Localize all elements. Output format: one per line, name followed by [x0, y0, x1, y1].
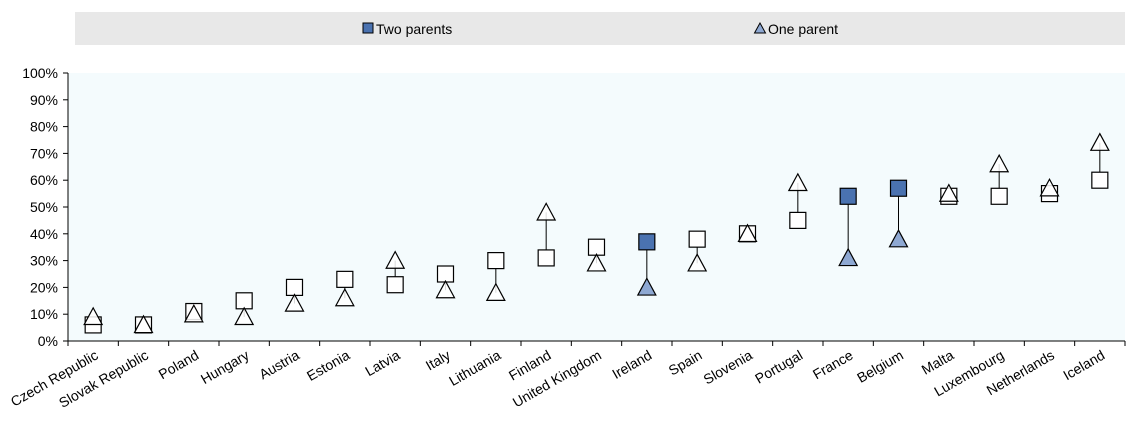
x-tick-label: Estonia [304, 347, 353, 384]
y-tick-label: 40% [30, 226, 58, 242]
two-parents-marker [889, 179, 908, 197]
one-parent-marker [133, 314, 154, 334]
x-tick-label: Hungary [198, 347, 252, 387]
two-parents-marker [990, 187, 1008, 205]
one-parent-marker [787, 172, 808, 192]
one-parent-marker [485, 282, 506, 302]
two-parents-marker [537, 249, 555, 267]
one-parent-marker [687, 253, 708, 272]
x-tick-label: Austria [256, 347, 302, 383]
two-parents-marker [688, 230, 706, 248]
one-parent-marker [183, 303, 204, 323]
y-axis: 0% 10% 20% 30% 40% 50% 60% 70% 80% 90% 100% [22, 65, 69, 349]
y-tick-label: 20% [30, 279, 58, 295]
two-parents-marker [1091, 171, 1109, 189]
one-parent-marker [83, 306, 104, 326]
x-tick-label: Belgium [854, 347, 906, 386]
x-tick-label: Malta [919, 347, 957, 378]
y-tick-label: 10% [30, 306, 58, 322]
one-parent-marker [234, 306, 255, 326]
one-parent-marker [385, 250, 406, 269]
x-tick-label: Slovak Republic [56, 347, 151, 411]
x-tick-label: Italy [423, 347, 453, 374]
legend-two-parents-label: Two parents [376, 21, 452, 37]
x-tick-label: United Kingdom [510, 347, 604, 411]
x-tick-label: Slovenia [700, 347, 755, 388]
x-tick-label: Latvia [362, 347, 403, 380]
legend-two-parents-swatch [362, 22, 374, 34]
y-tick-label: 30% [30, 253, 58, 269]
two-parents-marker [638, 233, 656, 251]
y-tick-label: 0% [38, 333, 58, 349]
x-tick-label: Spain [666, 347, 705, 379]
x-tick-label: Portugal [752, 347, 805, 387]
x-tick-label: Iceland [1060, 347, 1107, 383]
one-parent-marker [989, 153, 1010, 173]
two-parents-marker [789, 211, 807, 229]
y-tick-label: 70% [30, 145, 58, 161]
legend-one-parent-swatch [753, 21, 767, 34]
legend: Two parents One parent [75, 12, 1125, 45]
one-parent-marker [435, 279, 456, 299]
one-parent-markers [83, 132, 1110, 334]
x-tick-label: Poland [156, 347, 202, 383]
one-parent-marker [838, 247, 859, 267]
one-parent-marker [334, 287, 355, 307]
two-parents-marker [235, 292, 253, 310]
one-parent-marker [888, 228, 909, 248]
two-parents-marker [436, 265, 455, 283]
y-tick-label: 100% [22, 65, 58, 81]
one-parent-marker [636, 277, 657, 296]
two-parents-marker [386, 276, 404, 294]
one-parent-marker [284, 293, 305, 312]
x-tick-label: France [810, 347, 856, 383]
one-parent-marker [586, 253, 607, 272]
legend-background [75, 12, 1125, 45]
two-parents-marker [336, 270, 354, 288]
plot-area [68, 73, 1125, 341]
x-tick-label: Lithuania [446, 347, 503, 389]
two-parents-marker [487, 252, 505, 270]
two-parents-marker [839, 187, 857, 205]
one-parent-marker [1089, 132, 1110, 151]
two-parents-marker [285, 278, 304, 296]
y-tick-label: 90% [30, 92, 58, 108]
x-tick-label: Ireland [609, 347, 654, 382]
one-parent-marker [1039, 177, 1060, 197]
y-tick-label: 80% [30, 119, 58, 135]
legend-one-parent-label: One parent [768, 21, 838, 37]
one-parent-marker [938, 183, 959, 202]
one-parent-marker [737, 223, 758, 243]
two-parents-marker [587, 238, 606, 256]
y-tick-label: 50% [30, 199, 58, 215]
y-tick-label: 60% [30, 172, 58, 188]
one-parent-marker [536, 202, 557, 221]
